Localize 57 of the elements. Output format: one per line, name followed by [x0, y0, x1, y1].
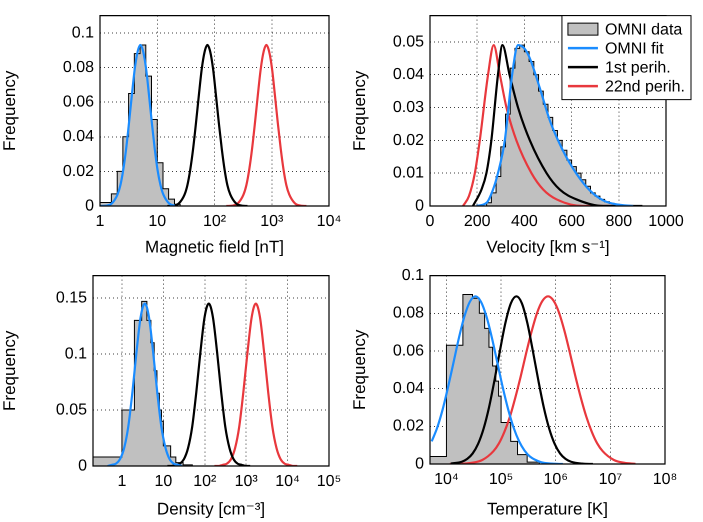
- y-tick-label: 0.08: [392, 304, 424, 322]
- y-tick-label: 0.06: [392, 342, 424, 360]
- x-tick-label: 10⁴: [316, 213, 342, 230]
- y-tick-label: 0.08: [62, 58, 94, 76]
- y-axis-title: Frequency: [0, 70, 19, 151]
- y-tick-label: 0: [85, 197, 94, 214]
- x-tick-label: 10⁷: [598, 471, 622, 488]
- y-tick-label: 0: [415, 197, 424, 214]
- x-tick-label: 1: [96, 213, 105, 230]
- y-tick-label: 0.06: [62, 94, 94, 111]
- line-series: [213, 302, 298, 466]
- x-tick-label: 10⁴: [434, 471, 459, 488]
- x-tick-label: 200: [464, 213, 491, 230]
- y-tick-label: 0: [78, 457, 88, 474]
- legend-label: OMNI fit: [604, 40, 664, 58]
- x-axis-title: Temperature [K]: [487, 499, 608, 518]
- x-tick-label: 800: [605, 213, 632, 230]
- x-tick-label: 1000: [648, 213, 684, 230]
- x-tick-label: 10²: [193, 473, 217, 490]
- x-tick-label: 1: [117, 473, 126, 490]
- x-tick-label: 10: [154, 473, 172, 490]
- y-tick-label: 0.1: [402, 267, 424, 284]
- y-tick-label: 0.02: [392, 132, 424, 149]
- y-tick-label: 0.05: [392, 33, 424, 50]
- y-axis-title: Frequency: [350, 329, 369, 410]
- x-tick-label: 10: [148, 213, 166, 230]
- x-axis-title: Density [cm⁻³]: [156, 499, 266, 518]
- x-tick-label: 10²: [202, 213, 227, 230]
- x-tick-label: 10⁵: [488, 471, 514, 488]
- legend-label: OMNI data: [604, 22, 682, 39]
- y-tick-label: 0: [415, 455, 424, 472]
- x-tick-label: 10³: [234, 473, 258, 490]
- y-tick-label: 0.05: [56, 401, 88, 418]
- y-tick-label: 0.04: [62, 128, 94, 146]
- y-axis-title: Frequency: [0, 330, 19, 411]
- x-tick-label: 10⁶: [544, 471, 568, 488]
- x-tick-label: 400: [511, 213, 538, 230]
- legend-label: 1st perih.: [604, 60, 671, 77]
- y-tick-label: 0.02: [392, 418, 424, 435]
- legend-label: 22nd perih.: [604, 78, 685, 96]
- y-tick-label: 0.1: [64, 345, 88, 362]
- y-tick-label: 0.04: [392, 380, 424, 398]
- y-tick-label: 0.1: [72, 24, 94, 42]
- x-tick-label: 10³: [260, 213, 284, 230]
- x-tick-label: 10⁴: [275, 473, 300, 490]
- x-axis-title: Velocity [km s⁻¹]: [486, 237, 610, 256]
- y-axis-title: Frequency: [350, 70, 369, 151]
- y-tick-label: 0.02: [62, 162, 94, 180]
- y-tick-label: 0.03: [392, 98, 424, 116]
- x-axis-title: Magnetic field [nT]: [145, 237, 284, 256]
- y-tick-label: 0.15: [56, 289, 88, 306]
- y-tick-label: 0.04: [392, 66, 424, 84]
- x-tick-label: 600: [558, 213, 586, 230]
- line-series: [106, 302, 184, 466]
- x-tick-label: 10⁸: [652, 471, 678, 488]
- x-tick-label: 10⁵: [316, 473, 342, 490]
- y-tick-label: 0.01: [392, 164, 424, 182]
